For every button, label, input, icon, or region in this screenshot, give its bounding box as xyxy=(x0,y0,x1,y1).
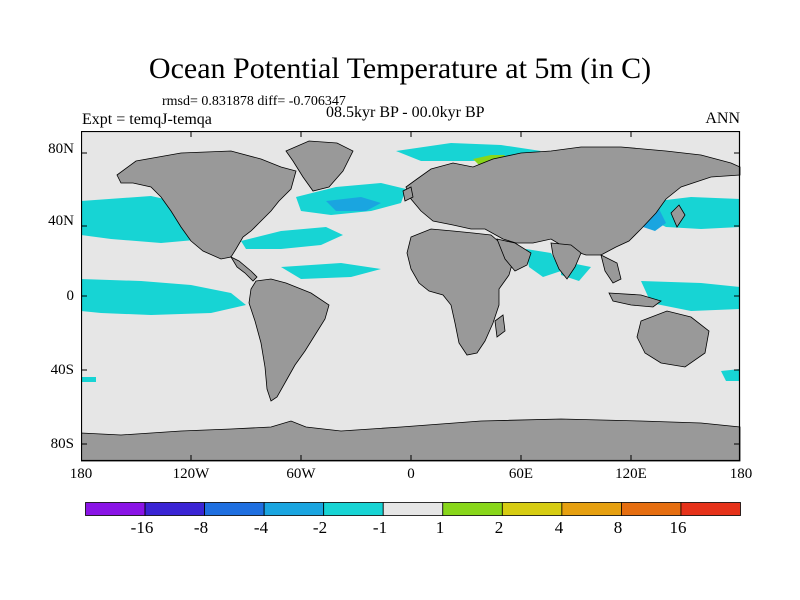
colorbar-box xyxy=(561,502,622,516)
kuroshio-cold-anomaly xyxy=(643,209,666,231)
south-america xyxy=(248,278,330,402)
season-label: ANN xyxy=(705,110,740,127)
colorbar-label: -8 xyxy=(193,518,209,537)
lon-tick-label: 120E xyxy=(615,466,647,482)
stats-line: rmsd= 0.831878 diff= -0.706347 xyxy=(162,94,346,109)
colorbar-box xyxy=(501,502,563,516)
west-pacific-anomaly xyxy=(641,281,740,311)
south-pacific-anomaly xyxy=(721,369,740,381)
north-pacific-west-anomaly xyxy=(641,197,740,229)
colorbar-label: -16 xyxy=(130,518,154,537)
eurasia xyxy=(405,146,741,256)
india xyxy=(550,242,582,280)
lon-tick-label: 0 xyxy=(407,466,415,482)
colorbar-label: -1 xyxy=(372,518,388,537)
africa xyxy=(406,228,514,356)
colorbar xyxy=(85,502,741,516)
lon-tick-label: 180 xyxy=(69,466,93,482)
colorbar-label: 8 xyxy=(613,518,623,537)
arabian-sea-anomaly xyxy=(526,249,561,277)
tropical-atlantic-anomaly xyxy=(281,263,381,279)
lon-tick-label: 60W xyxy=(286,466,316,482)
colorbar-label: 4 xyxy=(554,518,564,537)
colorbar-box xyxy=(680,502,741,516)
australia xyxy=(636,310,710,368)
experiment-label: Expt = temqJ-temqa xyxy=(82,111,212,128)
period-label: 08.5kyr BP - 00.0kyr BP xyxy=(326,104,485,121)
arabia xyxy=(496,238,532,272)
colorbar-box xyxy=(204,502,265,516)
colorbar-box xyxy=(382,502,444,516)
colorbar-label: -2 xyxy=(312,518,328,537)
map-frame xyxy=(81,131,741,462)
light-blue-anomaly-regions xyxy=(326,197,666,231)
colorbar-box xyxy=(621,502,682,516)
colorbar-box xyxy=(85,502,146,516)
colorbar-label: -4 xyxy=(253,518,269,537)
colorbar-box xyxy=(263,502,325,516)
north-america xyxy=(116,150,297,260)
indonesia xyxy=(608,292,662,308)
southern-ocean-anomaly xyxy=(81,377,96,382)
lon-tick-label: 60E xyxy=(508,466,534,482)
japan xyxy=(670,204,686,228)
colorbar-boxes xyxy=(85,502,741,516)
land-masses xyxy=(81,140,741,462)
lat-tick-label: 0 xyxy=(66,288,75,304)
british-isles xyxy=(402,186,414,202)
colorbar-box xyxy=(323,502,384,516)
colorbar-label: 1 xyxy=(435,518,445,537)
lat-tick-label: 80N xyxy=(48,141,74,157)
colorbar-label: 2 xyxy=(494,518,504,537)
tropical-pacific-anomaly xyxy=(81,279,246,315)
map-title: Ocean Potential Temperature at 5m (in C) xyxy=(148,52,652,85)
central-america xyxy=(229,256,258,282)
colorbar-box xyxy=(442,502,503,516)
madagascar xyxy=(494,314,506,338)
lat-tick-label: 40S xyxy=(50,362,74,378)
lon-tick-label: 120W xyxy=(172,466,210,482)
lon-tick-label: 180 xyxy=(729,466,753,482)
cyan-anomaly-regions xyxy=(81,143,740,382)
subtropical-atlantic-anomaly xyxy=(241,227,343,249)
lat-tick-label: 80S xyxy=(50,436,74,452)
colorbar-label: 16 xyxy=(669,518,687,537)
southeast-asia xyxy=(600,254,622,284)
north-atlantic-cold-anomaly xyxy=(326,197,381,211)
world-map xyxy=(81,131,741,462)
greenland xyxy=(285,140,354,192)
lat-tick-label: 40N xyxy=(48,213,74,229)
colorbar-box xyxy=(144,502,205,516)
